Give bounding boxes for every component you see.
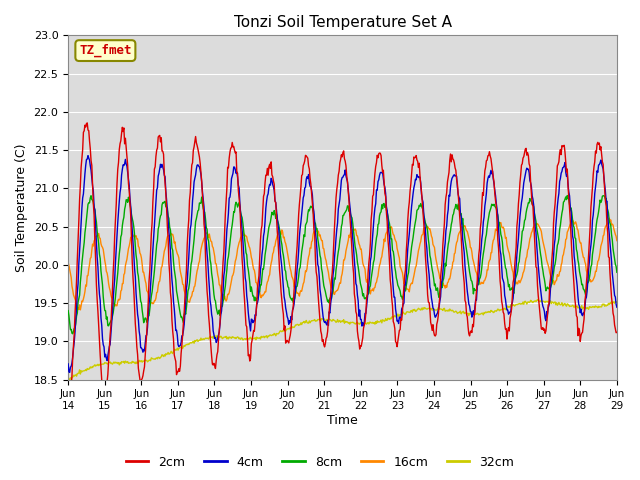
Legend: 2cm, 4cm, 8cm, 16cm, 32cm: 2cm, 4cm, 8cm, 16cm, 32cm xyxy=(121,451,519,474)
2cm xyxy=(83,120,91,126)
Line: 32cm: 32cm xyxy=(68,300,617,381)
4cm xyxy=(188,211,196,217)
4cm xyxy=(84,153,92,158)
2cm xyxy=(188,162,196,168)
2cm xyxy=(217,302,225,308)
X-axis label: Time: Time xyxy=(327,414,358,427)
8cm xyxy=(216,312,224,318)
8cm xyxy=(69,331,77,336)
32cm xyxy=(216,334,223,340)
32cm xyxy=(409,307,417,312)
2cm xyxy=(427,320,435,325)
4cm xyxy=(217,312,225,318)
2cm xyxy=(64,402,72,408)
8cm xyxy=(563,192,571,198)
4cm xyxy=(64,361,72,367)
8cm xyxy=(64,308,72,313)
4cm xyxy=(66,370,74,375)
16cm xyxy=(216,282,224,288)
8cm xyxy=(131,243,139,249)
2cm xyxy=(75,218,83,224)
32cm xyxy=(534,297,541,302)
16cm xyxy=(605,216,613,221)
8cm xyxy=(410,228,418,234)
32cm xyxy=(131,360,138,366)
8cm xyxy=(613,269,621,275)
16cm xyxy=(74,305,82,311)
8cm xyxy=(75,296,83,301)
4cm xyxy=(613,304,621,310)
32cm xyxy=(613,299,621,305)
2cm xyxy=(411,155,419,161)
4cm xyxy=(411,181,419,187)
8cm xyxy=(187,262,195,267)
16cm xyxy=(77,307,84,313)
Y-axis label: Soil Temperature (C): Soil Temperature (C) xyxy=(15,143,28,272)
Line: 2cm: 2cm xyxy=(68,123,617,405)
2cm xyxy=(613,330,621,336)
Title: Tonzi Soil Temperature Set A: Tonzi Soil Temperature Set A xyxy=(234,15,451,30)
4cm xyxy=(427,287,435,293)
Line: 16cm: 16cm xyxy=(68,218,617,310)
16cm xyxy=(426,226,434,232)
2cm xyxy=(65,402,73,408)
4cm xyxy=(132,291,140,297)
8cm xyxy=(426,252,434,258)
16cm xyxy=(410,273,418,279)
4cm xyxy=(75,261,83,266)
Line: 4cm: 4cm xyxy=(68,156,617,372)
32cm xyxy=(74,371,82,376)
Line: 8cm: 8cm xyxy=(68,195,617,334)
16cm xyxy=(131,233,139,239)
Text: TZ_fmet: TZ_fmet xyxy=(79,44,132,57)
16cm xyxy=(64,260,72,265)
32cm xyxy=(426,306,433,312)
16cm xyxy=(613,238,621,243)
16cm xyxy=(187,294,195,300)
32cm xyxy=(64,378,72,384)
32cm xyxy=(186,340,194,346)
2cm xyxy=(132,331,140,336)
